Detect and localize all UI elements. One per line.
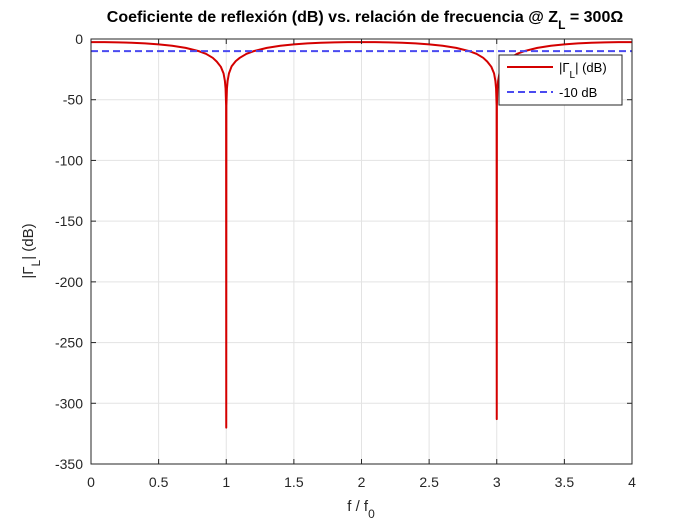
x-axis-label: f / f0	[347, 498, 375, 521]
legend-label-reflection-subscript: L	[570, 70, 576, 81]
y-tick-label: -300	[55, 395, 83, 411]
y-axis-label: |ΓL| (dB)	[20, 223, 43, 278]
x-tick-label: 3.5	[555, 474, 575, 490]
y-tick-label: -250	[55, 335, 83, 351]
x-tick-label: 2.5	[419, 474, 439, 490]
y-axis-label-post: | (dB)	[20, 223, 37, 259]
x-tick-label: 2	[358, 474, 366, 490]
x-tick-label: 1.5	[284, 474, 304, 490]
y-axis-label-subscript: L	[29, 259, 43, 266]
y-tick-label: -100	[55, 152, 83, 168]
y-tick-label: 0	[75, 31, 83, 47]
y-tick-label: -200	[55, 274, 83, 290]
chart-title-subscript: L	[558, 18, 565, 32]
x-tick-label: 0	[87, 474, 95, 490]
x-tick-label: 0.5	[149, 474, 169, 490]
legend-label-reflection-pre: |Γ	[559, 60, 570, 75]
chart-title-tail: = 300Ω	[565, 9, 623, 26]
y-tick-label: -350	[55, 456, 83, 472]
legend-label-reflection-post: | (dB)	[575, 60, 607, 75]
legend-label-reflection: |ΓL| (dB)	[559, 60, 607, 81]
x-tick-label: 1	[222, 474, 230, 490]
legend-label-threshold: -10 dB	[559, 85, 597, 100]
chart-title: Coeficiente de reflexión (dB) vs. relaci…	[107, 9, 624, 32]
y-tick-label: -150	[55, 213, 83, 229]
x-axis-label-main: f / f	[347, 498, 369, 515]
x-axis-label-subscript: 0	[368, 507, 375, 521]
chart-title-main: Coeficiente de reflexión (dB) vs. relaci…	[107, 9, 559, 26]
legend: |ΓL| (dB) -10 dB	[498, 54, 623, 106]
axis-ticks: 0 0.5 1 1.5 2 2.5 3 3.5 4 0 -50 -100 -150 -200 -250 -30…	[55, 31, 636, 490]
legend-box	[498, 54, 623, 106]
y-tick-label: -50	[63, 92, 83, 108]
y-axis-label-pre: |Γ	[20, 266, 37, 278]
x-tick-label: 4	[628, 474, 636, 490]
x-tick-label: 3	[493, 474, 501, 490]
